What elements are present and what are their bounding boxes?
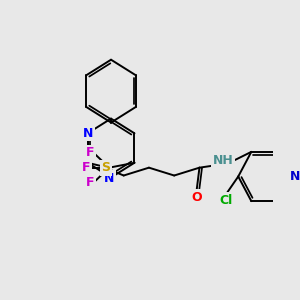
- Text: N: N: [290, 170, 300, 183]
- Text: Cl: Cl: [219, 194, 232, 207]
- Text: N: N: [83, 127, 94, 140]
- Text: F: F: [86, 176, 94, 189]
- Text: O: O: [191, 190, 202, 204]
- Text: S: S: [101, 161, 110, 174]
- Text: N: N: [104, 172, 114, 185]
- Text: F: F: [86, 146, 94, 159]
- Text: NH: NH: [212, 154, 233, 167]
- Text: F: F: [82, 161, 90, 174]
